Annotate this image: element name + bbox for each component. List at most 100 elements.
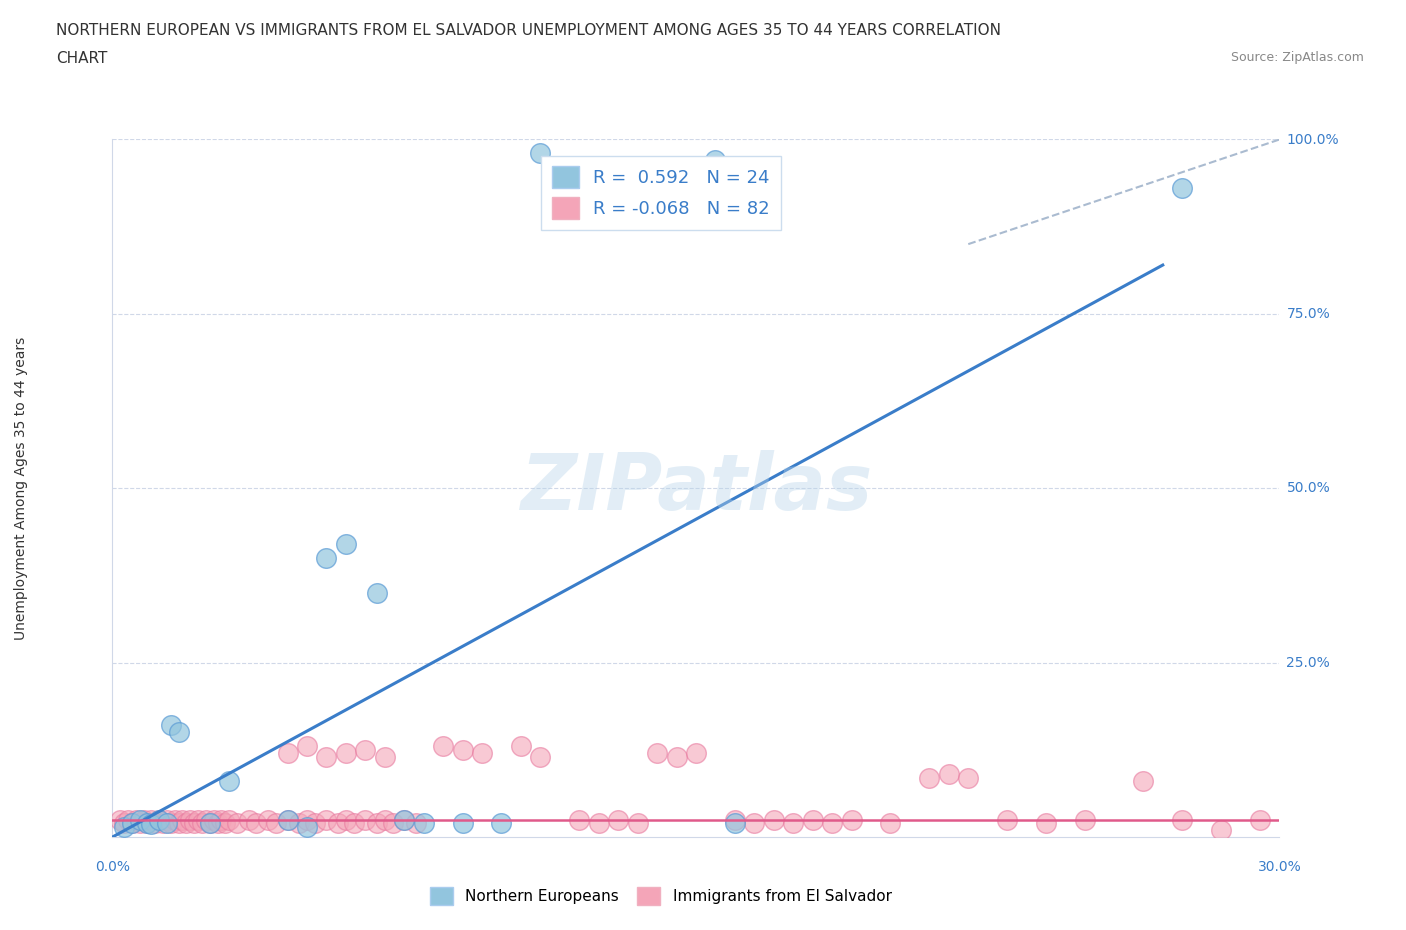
Point — [295, 812, 318, 827]
Point — [326, 816, 349, 830]
Point — [148, 812, 170, 827]
Point — [295, 738, 318, 753]
Point — [995, 812, 1018, 827]
Text: 30.0%: 30.0% — [1257, 860, 1302, 874]
Point — [451, 742, 474, 757]
Text: 0.0%: 0.0% — [96, 860, 129, 874]
Point — [172, 812, 194, 827]
Point — [1249, 812, 1271, 827]
Point — [762, 812, 785, 827]
Point — [167, 725, 190, 740]
Point — [141, 817, 163, 831]
Point — [183, 816, 205, 830]
Point — [405, 816, 427, 830]
Text: ZIPatlas: ZIPatlas — [520, 450, 872, 526]
Point — [529, 750, 551, 764]
Point — [374, 750, 396, 764]
Point — [315, 551, 337, 565]
Point — [163, 812, 186, 827]
Point — [1132, 774, 1154, 789]
Point — [343, 816, 366, 830]
Point — [335, 746, 357, 761]
Point — [207, 816, 229, 830]
Point — [841, 812, 863, 827]
Text: NORTHERN EUROPEAN VS IMMIGRANTS FROM EL SALVADOR UNEMPLOYMENT AMONG AGES 35 TO 4: NORTHERN EUROPEAN VS IMMIGRANTS FROM EL … — [56, 23, 1001, 38]
Point — [121, 816, 143, 830]
Point — [156, 812, 179, 827]
Point — [665, 750, 688, 764]
Legend: Northern Europeans, Immigrants from El Salvador: Northern Europeans, Immigrants from El S… — [422, 879, 900, 913]
Point — [471, 746, 494, 761]
Point — [685, 746, 707, 761]
Point — [529, 146, 551, 161]
Text: Source: ZipAtlas.com: Source: ZipAtlas.com — [1230, 51, 1364, 64]
Point — [276, 746, 298, 761]
Point — [957, 770, 980, 785]
Point — [198, 816, 221, 830]
Point — [194, 812, 217, 827]
Point — [645, 746, 668, 761]
Point — [801, 812, 824, 827]
Point — [198, 816, 221, 830]
Point — [304, 816, 326, 830]
Point — [276, 812, 298, 827]
Point — [335, 537, 357, 551]
Point — [214, 816, 236, 830]
Point — [821, 816, 844, 830]
Point — [392, 812, 416, 827]
Point — [742, 816, 765, 830]
Point — [176, 816, 198, 830]
Text: CHART: CHART — [56, 51, 108, 66]
Text: 75.0%: 75.0% — [1286, 307, 1330, 321]
Point — [117, 812, 139, 827]
Legend: R =  0.592   N = 24, R = -0.068   N = 82: R = 0.592 N = 24, R = -0.068 N = 82 — [541, 155, 780, 231]
Point — [1035, 816, 1057, 830]
Point — [276, 812, 298, 827]
Point — [110, 812, 132, 827]
Point — [156, 816, 179, 830]
Point — [245, 816, 267, 830]
Point — [295, 819, 318, 834]
Point — [187, 812, 209, 827]
Point — [179, 812, 201, 827]
Point — [509, 738, 531, 753]
Point — [1074, 812, 1097, 827]
Point — [392, 812, 416, 827]
Point — [128, 816, 150, 830]
Point — [366, 586, 388, 601]
Point — [354, 812, 377, 827]
Point — [366, 816, 388, 830]
Point — [121, 816, 143, 830]
Point — [257, 812, 280, 827]
Point — [381, 816, 404, 830]
Text: 25.0%: 25.0% — [1286, 656, 1330, 670]
Point — [451, 816, 474, 830]
Point — [218, 774, 240, 789]
Point — [148, 812, 170, 827]
Point — [588, 816, 610, 830]
Point — [491, 816, 513, 830]
Point — [191, 816, 214, 830]
Point — [315, 812, 337, 827]
Point — [704, 153, 727, 167]
Point — [1171, 812, 1194, 827]
Point — [918, 770, 941, 785]
Point — [218, 812, 240, 827]
Point — [125, 812, 148, 827]
Point — [136, 816, 159, 830]
Point — [315, 750, 337, 764]
Point — [209, 812, 232, 827]
Point — [432, 738, 454, 753]
Point — [226, 816, 249, 830]
Point — [132, 812, 155, 827]
Point — [202, 812, 225, 827]
Text: Unemployment Among Ages 35 to 44 years: Unemployment Among Ages 35 to 44 years — [14, 337, 28, 640]
Point — [1209, 823, 1232, 837]
Point — [354, 742, 377, 757]
Point — [264, 816, 287, 830]
Point — [141, 812, 163, 827]
Point — [938, 766, 960, 781]
Point — [335, 812, 357, 827]
Text: 50.0%: 50.0% — [1286, 481, 1330, 496]
Point — [152, 816, 174, 830]
